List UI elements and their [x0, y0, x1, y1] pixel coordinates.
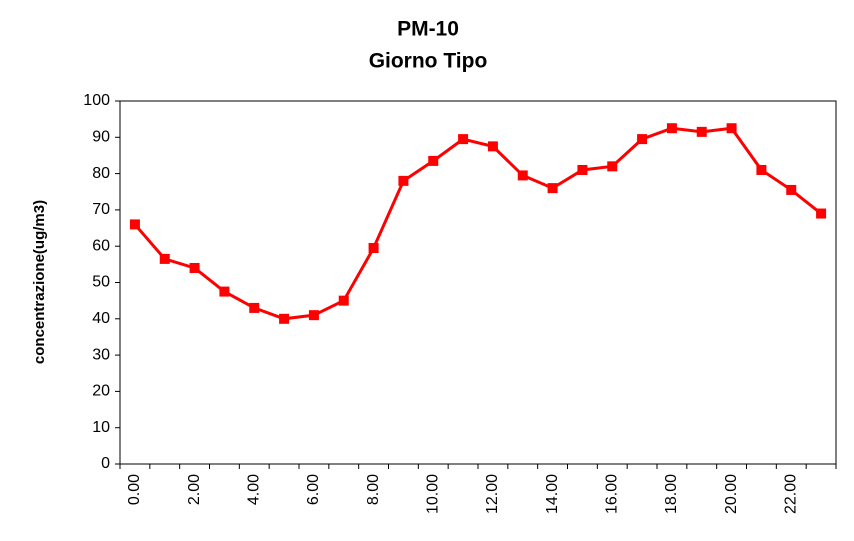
- plot-area: [119, 100, 837, 465]
- marker: [368, 243, 379, 254]
- y-tick-label: 60: [92, 237, 110, 254]
- marker: [547, 183, 558, 194]
- y-tick-label: 20: [92, 383, 110, 400]
- y-tick-label: 0: [101, 455, 110, 472]
- marker: [607, 161, 618, 172]
- x-tick-label: 6.00: [305, 474, 322, 505]
- marker: [189, 262, 200, 273]
- x-tick-label: 10.00: [424, 474, 441, 514]
- marker: [458, 134, 469, 145]
- y-tick-label: 70: [92, 201, 110, 218]
- line: [133, 126, 823, 321]
- x-tick-label: 12.00: [484, 474, 501, 514]
- marker: [726, 123, 737, 134]
- marker: [308, 310, 319, 321]
- marker: [398, 175, 409, 186]
- y-tick-label: 30: [92, 346, 110, 363]
- marker: [637, 134, 648, 145]
- marker: [219, 286, 230, 297]
- y-axis-label: concentrazione(ug/m3): [31, 200, 48, 364]
- x-tick-label: 18.00: [663, 474, 680, 514]
- x-tick-label: 20.00: [723, 474, 740, 514]
- x-tick-label: 22.00: [782, 474, 799, 514]
- marker: [756, 164, 767, 175]
- y-tick-label: 10: [92, 419, 110, 436]
- chart-title: PM-10: [397, 18, 459, 41]
- x-tick-label: 8.00: [365, 474, 382, 505]
- marker: [428, 155, 439, 166]
- marker: [338, 295, 349, 306]
- marker: [129, 219, 140, 230]
- y-tick-label: 40: [92, 310, 110, 327]
- x-tick-label: 0.00: [126, 474, 143, 505]
- marker: [487, 141, 498, 152]
- x-tick-label: 2.00: [186, 474, 203, 505]
- y-tick-label: 80: [92, 165, 110, 182]
- chart-subtitle: Giorno Tipo: [369, 50, 488, 73]
- marker: [159, 253, 170, 264]
- y-tick-label: 50: [92, 274, 110, 291]
- marker: [249, 302, 260, 313]
- x-tick-label: 4.00: [245, 474, 262, 505]
- marker: [786, 184, 797, 195]
- marker: [517, 170, 528, 181]
- marker: [816, 208, 827, 219]
- x-tick-label: 16.00: [603, 474, 620, 514]
- x-tick-label: 14.00: [544, 474, 561, 514]
- marker: [577, 164, 588, 175]
- y-tick-label: 100: [83, 92, 110, 109]
- marker: [279, 313, 290, 324]
- marker: [666, 123, 677, 134]
- marker: [696, 126, 707, 137]
- y-tick-label: 90: [92, 129, 110, 146]
